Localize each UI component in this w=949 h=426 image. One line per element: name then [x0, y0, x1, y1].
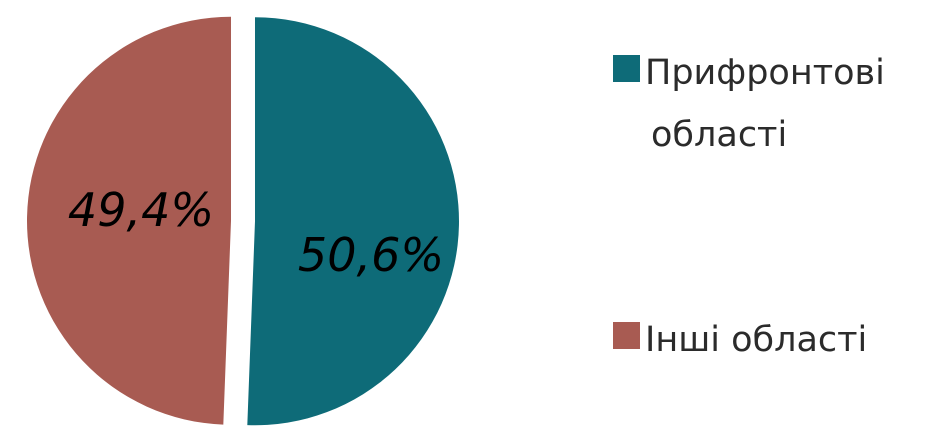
pie-slices [27, 16, 459, 426]
legend-swatch-2 [613, 322, 640, 349]
pie-slice-1 [247, 17, 459, 426]
legend-label-2-line-1: Інші області [645, 320, 867, 360]
pie-slice-2 [27, 16, 232, 425]
legend-label-1-line-1: Прифронтові [645, 53, 885, 93]
pie-data-labels: 50,6% 49,4% [68, 183, 444, 282]
pie-data-label-1: 50,6% [298, 228, 444, 282]
legend-swatch-1 [613, 55, 640, 82]
legend-label-1-line-2: області [651, 115, 787, 155]
pie-data-label-2: 49,4% [68, 183, 214, 237]
legend: Прифронтові області Інші області [613, 53, 885, 360]
